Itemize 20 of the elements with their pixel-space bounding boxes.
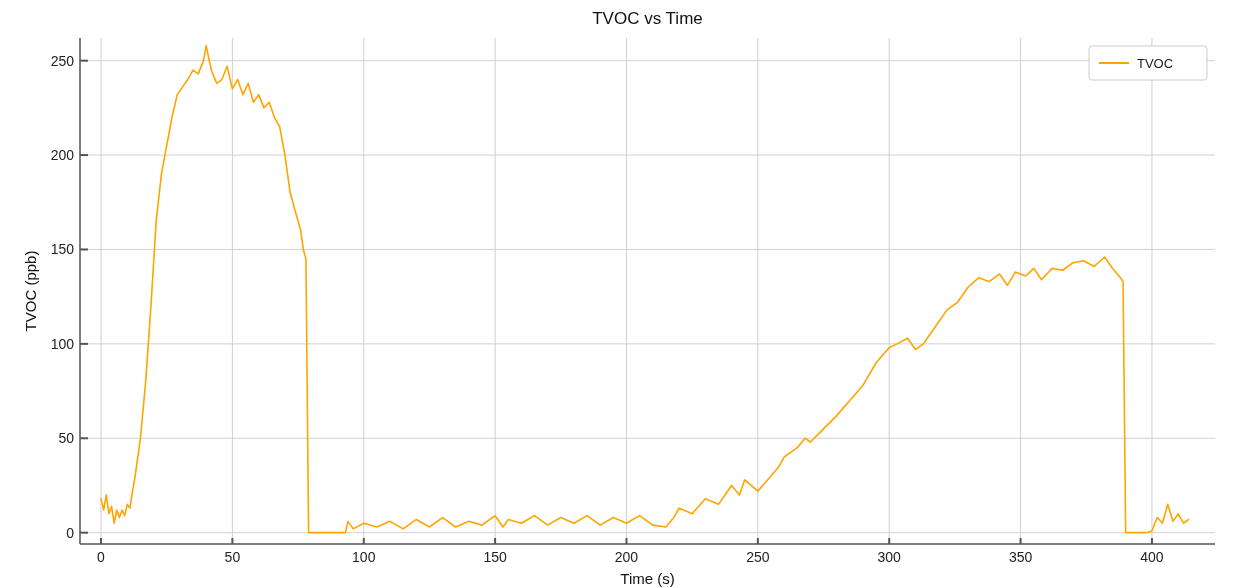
line-series bbox=[100, 44, 1190, 534]
x-tick-label: 150 bbox=[483, 549, 508, 565]
x-tick-label: 0 bbox=[97, 549, 106, 565]
x-tick-label: 250 bbox=[746, 549, 770, 565]
y-axis-title: TVOC (ppb) bbox=[22, 250, 39, 332]
chart-title: TVOC vs Time bbox=[592, 9, 703, 28]
x-tick-label: 300 bbox=[877, 549, 902, 565]
x-tick-label: 50 bbox=[224, 549, 241, 565]
y-tick-label: 150 bbox=[50, 241, 75, 258]
x-tick-label: 400 bbox=[1140, 549, 1164, 565]
y-tick-label: 0 bbox=[66, 524, 75, 541]
x-tick-label: 200 bbox=[614, 549, 639, 565]
y-tick-label: 200 bbox=[50, 146, 75, 163]
y-tick-label: 100 bbox=[50, 335, 75, 352]
y-tick-label: 50 bbox=[58, 430, 75, 447]
x-tick-label: 100 bbox=[352, 549, 376, 565]
legend-label: TVOC bbox=[1137, 55, 1174, 71]
x-tick-label: 350 bbox=[1008, 549, 1033, 565]
x-axis-title: Time (s) bbox=[620, 570, 675, 587]
y-tick-label: 250 bbox=[50, 52, 75, 69]
